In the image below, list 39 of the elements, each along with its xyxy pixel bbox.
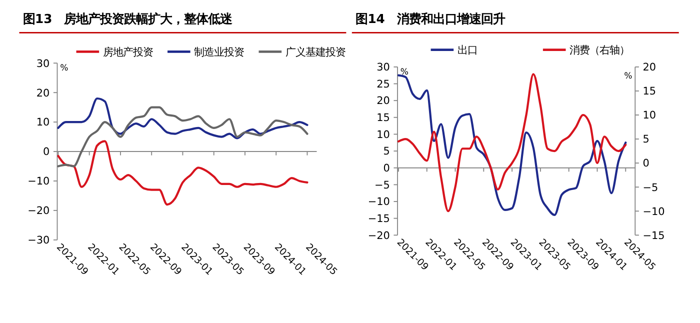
y-axis-title: %	[400, 68, 408, 78]
chart-title: 图13 房地产投资跌幅扩大，整体低迷	[23, 12, 234, 26]
y2-tick-label: 20	[642, 62, 656, 74]
y-tick-label: 5	[383, 146, 390, 158]
y2-tick-label: −15	[642, 230, 665, 242]
y-tick-label: 20	[376, 95, 390, 108]
y-tick-label: 20	[36, 87, 50, 100]
y-tick-label: 30	[376, 62, 390, 74]
y2-tick-label: −10	[642, 206, 665, 218]
y-tick-label: 0	[383, 162, 390, 175]
y2-axis-title: %	[624, 71, 632, 82]
y-tick-label: −20	[368, 230, 390, 242]
y-tick-label: 0	[42, 146, 50, 158]
y2-tick-label: 0	[642, 158, 650, 170]
y-tick-label: −20	[28, 205, 50, 218]
y2-tick-label: 10	[642, 110, 656, 122]
chart-title: 图14 消费和出口增速回升	[356, 12, 505, 26]
y-tick-label: −30	[28, 234, 50, 247]
legend-label: 广义基建投资	[285, 46, 346, 59]
y2-tick-label: 5	[642, 134, 650, 146]
legend-label: 出口	[457, 44, 478, 57]
y-tick-label: 10	[36, 116, 50, 129]
legend-label: 制造业投资	[194, 46, 244, 59]
line-series	[57, 97, 308, 140]
y-tick-label: 15	[376, 112, 390, 124]
y-tick-label: 10	[376, 128, 390, 141]
y2-tick-label: 15	[642, 86, 656, 98]
line-series	[57, 106, 308, 168]
legend-label: 房地产投资	[102, 46, 153, 59]
legend-label: 消费（右轴）	[570, 44, 630, 57]
y-tick-label: −5	[374, 179, 390, 192]
y-tick-label: 30	[36, 58, 50, 70]
y-tick-label: −15	[368, 212, 390, 225]
line-series	[57, 140, 308, 206]
y-tick-label: −10	[368, 196, 390, 208]
y-tick-label: 25	[376, 78, 390, 90]
y2-tick-label: −5	[642, 182, 658, 194]
y-axis-title: %	[60, 64, 68, 74]
y-tick-label: −10	[28, 176, 50, 188]
